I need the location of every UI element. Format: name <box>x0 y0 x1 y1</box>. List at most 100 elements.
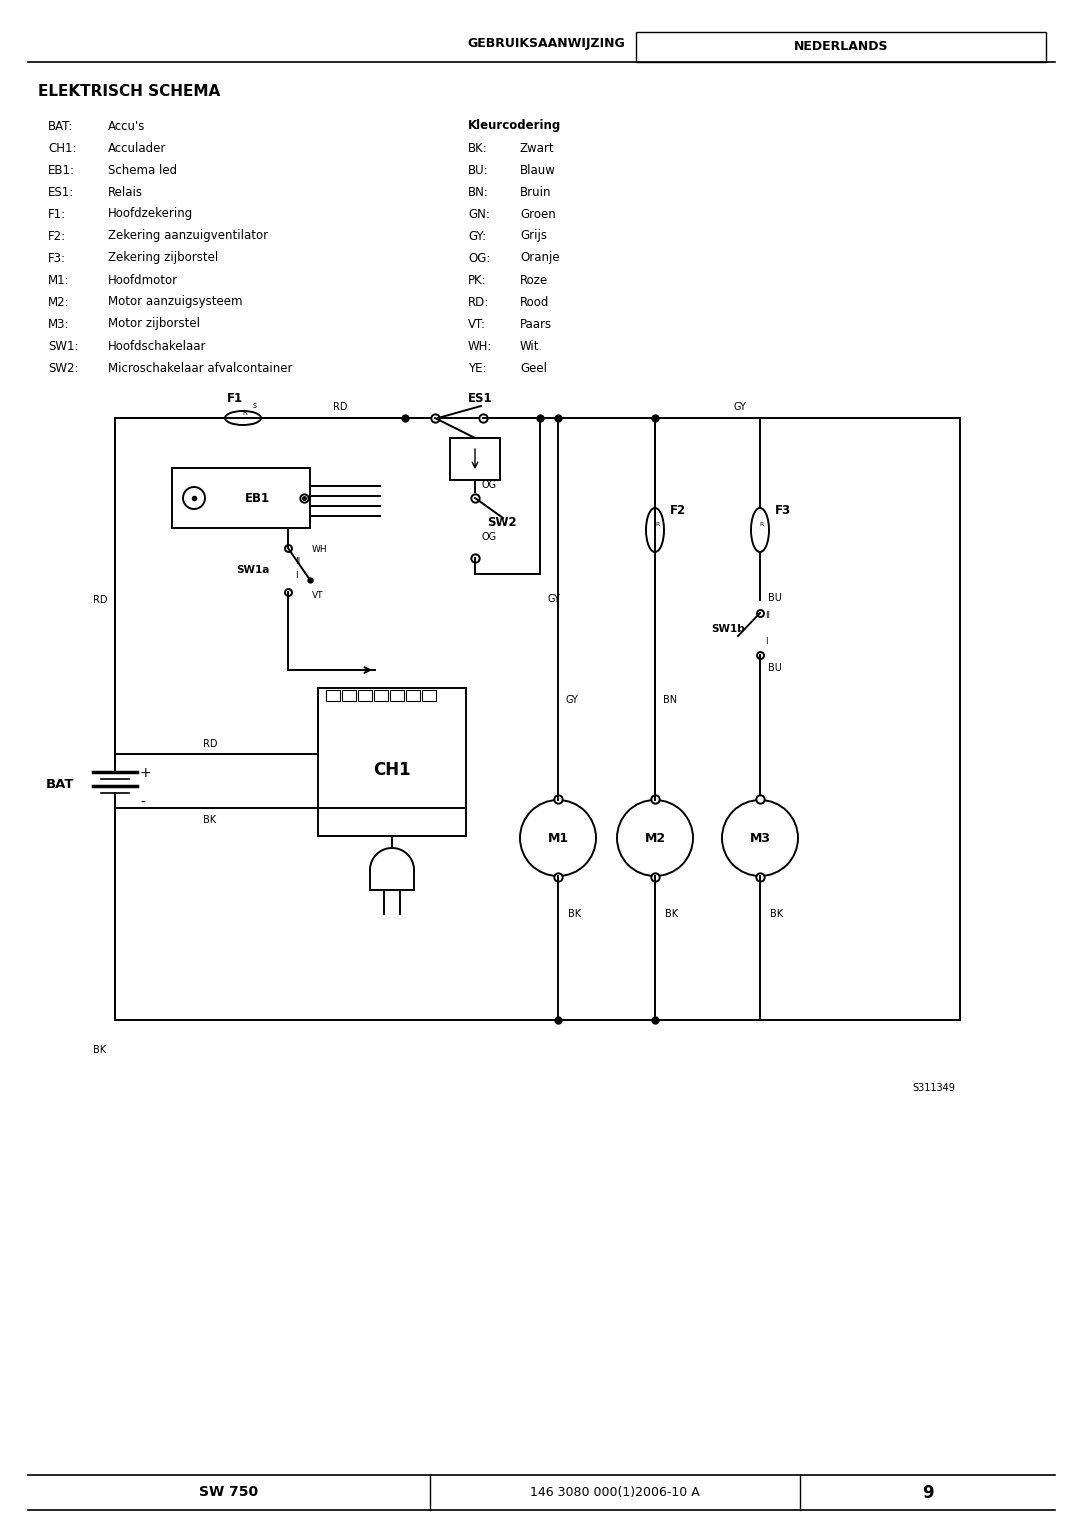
Text: GN:: GN: <box>468 208 490 220</box>
Text: ELEKTRISCH SCHEMA: ELEKTRISCH SCHEMA <box>38 84 220 99</box>
Text: Zekering aanzuigventilator: Zekering aanzuigventilator <box>108 229 268 243</box>
Text: Relais: Relais <box>108 185 143 199</box>
Text: I: I <box>295 571 298 580</box>
Text: R: R <box>654 522 659 527</box>
Text: EB1: EB1 <box>245 492 270 504</box>
Text: WH:: WH: <box>468 339 492 353</box>
Text: BK: BK <box>94 1044 107 1055</box>
Text: I: I <box>765 637 768 646</box>
Text: GY:: GY: <box>468 229 486 243</box>
Text: Schema led: Schema led <box>108 163 177 177</box>
Text: BAT:: BAT: <box>48 119 73 133</box>
Bar <box>318 689 465 835</box>
Text: F1:: F1: <box>48 208 66 220</box>
Text: Zwart: Zwart <box>519 142 555 154</box>
Text: OG:: OG: <box>468 252 490 264</box>
Text: RD: RD <box>333 402 348 412</box>
Text: Roze: Roze <box>519 273 549 287</box>
Text: M1:: M1: <box>48 273 69 287</box>
Text: SW2:: SW2: <box>48 362 79 374</box>
Text: SW1b: SW1b <box>712 625 745 634</box>
Text: NEDERLANDS: NEDERLANDS <box>794 41 888 53</box>
Text: Oranje: Oranje <box>519 252 559 264</box>
Text: BN:: BN: <box>468 185 489 199</box>
Text: OG: OG <box>482 531 497 542</box>
Text: CH1: CH1 <box>374 760 410 779</box>
Text: RD: RD <box>93 596 107 605</box>
Text: Bruin: Bruin <box>519 185 552 199</box>
Text: M1: M1 <box>548 832 568 844</box>
Text: ES1: ES1 <box>468 391 492 405</box>
Ellipse shape <box>646 508 664 551</box>
Text: Grijs: Grijs <box>519 229 546 243</box>
Text: GY: GY <box>566 695 579 705</box>
Text: M2:: M2: <box>48 296 69 308</box>
Text: Microschakelaar afvalcontainer: Microschakelaar afvalcontainer <box>108 362 293 374</box>
Text: BK: BK <box>770 909 783 919</box>
Text: Accu's: Accu's <box>108 119 146 133</box>
Text: Acculader: Acculader <box>108 142 166 154</box>
Text: M3: M3 <box>750 832 770 844</box>
Text: Zekering zijborstel: Zekering zijborstel <box>108 252 218 264</box>
Text: Hoofdzekering: Hoofdzekering <box>108 208 193 220</box>
Text: R: R <box>760 522 765 527</box>
Text: M3:: M3: <box>48 318 69 330</box>
Text: BK:: BK: <box>468 142 488 154</box>
Text: Kleurcodering: Kleurcodering <box>468 119 562 133</box>
Text: Blauw: Blauw <box>519 163 556 177</box>
Circle shape <box>617 800 693 876</box>
Text: Rood: Rood <box>519 296 550 308</box>
Bar <box>374 690 388 701</box>
Text: Motor aanzuigsysteem: Motor aanzuigsysteem <box>108 296 243 308</box>
Circle shape <box>183 487 205 508</box>
Text: 9: 9 <box>922 1484 934 1501</box>
Text: Wit: Wit <box>519 339 540 353</box>
Text: BAT: BAT <box>45 779 75 791</box>
Text: BK: BK <box>568 909 581 919</box>
Text: F3: F3 <box>775 504 792 516</box>
Bar <box>172 467 310 528</box>
Text: s: s <box>253 400 257 409</box>
Text: SW1:: SW1: <box>48 339 79 353</box>
Text: BU: BU <box>768 663 782 673</box>
Text: Groen: Groen <box>519 208 556 220</box>
Text: 146 3080 000(1)2006-10 A: 146 3080 000(1)2006-10 A <box>530 1486 700 1500</box>
Text: F2:: F2: <box>48 229 66 243</box>
Text: BN: BN <box>663 695 677 705</box>
Bar <box>357 690 372 701</box>
Text: BK: BK <box>665 909 678 919</box>
Text: BU:: BU: <box>468 163 488 177</box>
Ellipse shape <box>751 508 769 551</box>
Text: GY: GY <box>546 594 559 605</box>
Text: EB1:: EB1: <box>48 163 75 177</box>
Text: -: - <box>140 796 146 809</box>
Text: R: R <box>243 411 247 415</box>
Text: OG: OG <box>482 479 497 490</box>
Text: M2: M2 <box>645 832 665 844</box>
Text: +: + <box>139 767 151 780</box>
Text: GY: GY <box>733 402 746 412</box>
Text: Hoofdschakelaar: Hoofdschakelaar <box>108 339 206 353</box>
Circle shape <box>723 800 798 876</box>
Bar <box>390 690 404 701</box>
Bar <box>326 690 340 701</box>
Circle shape <box>519 800 596 876</box>
Text: WH: WH <box>312 545 327 554</box>
Bar <box>450 438 500 479</box>
Bar <box>342 690 356 701</box>
Bar <box>406 690 420 701</box>
Bar <box>422 690 436 701</box>
Text: Hoofdmotor: Hoofdmotor <box>108 273 178 287</box>
Text: II: II <box>765 611 770 620</box>
Text: CH1:: CH1: <box>48 142 77 154</box>
Text: YE:: YE: <box>468 362 486 374</box>
Text: Paars: Paars <box>519 318 552 330</box>
Bar <box>636 32 1047 63</box>
Text: RD: RD <box>203 739 217 750</box>
Text: ES1:: ES1: <box>48 185 75 199</box>
Text: BU: BU <box>768 592 782 603</box>
Text: SW2: SW2 <box>487 516 516 528</box>
Text: F1: F1 <box>227 392 243 406</box>
Text: VT: VT <box>312 591 324 600</box>
Text: VT:: VT: <box>468 318 486 330</box>
